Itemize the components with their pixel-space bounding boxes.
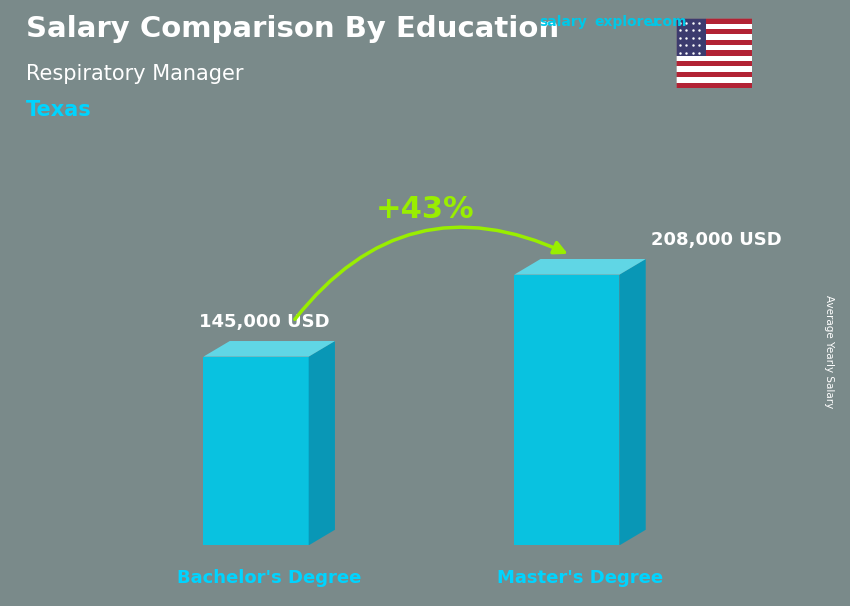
Bar bbox=[676, 56, 752, 61]
Polygon shape bbox=[514, 259, 646, 275]
Bar bbox=[676, 72, 752, 77]
Bar bbox=[676, 61, 752, 67]
Bar bbox=[676, 50, 752, 56]
Text: Bachelor's Degree: Bachelor's Degree bbox=[177, 569, 361, 587]
Text: 145,000 USD: 145,000 USD bbox=[199, 313, 329, 331]
Bar bbox=[676, 67, 752, 72]
Text: Salary Comparison By Education: Salary Comparison By Education bbox=[26, 15, 558, 43]
Text: explorer: explorer bbox=[594, 15, 660, 29]
Text: Texas: Texas bbox=[26, 100, 91, 120]
Text: +43%: +43% bbox=[376, 195, 474, 224]
Bar bbox=[676, 18, 706, 56]
Polygon shape bbox=[203, 357, 309, 545]
Bar bbox=[676, 39, 752, 45]
Bar bbox=[676, 24, 752, 29]
Polygon shape bbox=[620, 259, 646, 545]
Text: 208,000 USD: 208,000 USD bbox=[650, 231, 781, 248]
Polygon shape bbox=[203, 341, 335, 357]
Text: .com: .com bbox=[649, 15, 687, 29]
Text: salary: salary bbox=[540, 15, 587, 29]
Bar bbox=[676, 29, 752, 35]
Bar bbox=[676, 35, 752, 39]
Bar bbox=[676, 45, 752, 50]
Bar bbox=[676, 77, 752, 82]
Bar bbox=[676, 18, 752, 24]
Bar bbox=[676, 82, 752, 88]
Text: Average Yearly Salary: Average Yearly Salary bbox=[824, 295, 834, 408]
Polygon shape bbox=[514, 275, 620, 545]
Text: Master's Degree: Master's Degree bbox=[497, 569, 663, 587]
Text: Respiratory Manager: Respiratory Manager bbox=[26, 64, 243, 84]
Polygon shape bbox=[309, 341, 335, 545]
